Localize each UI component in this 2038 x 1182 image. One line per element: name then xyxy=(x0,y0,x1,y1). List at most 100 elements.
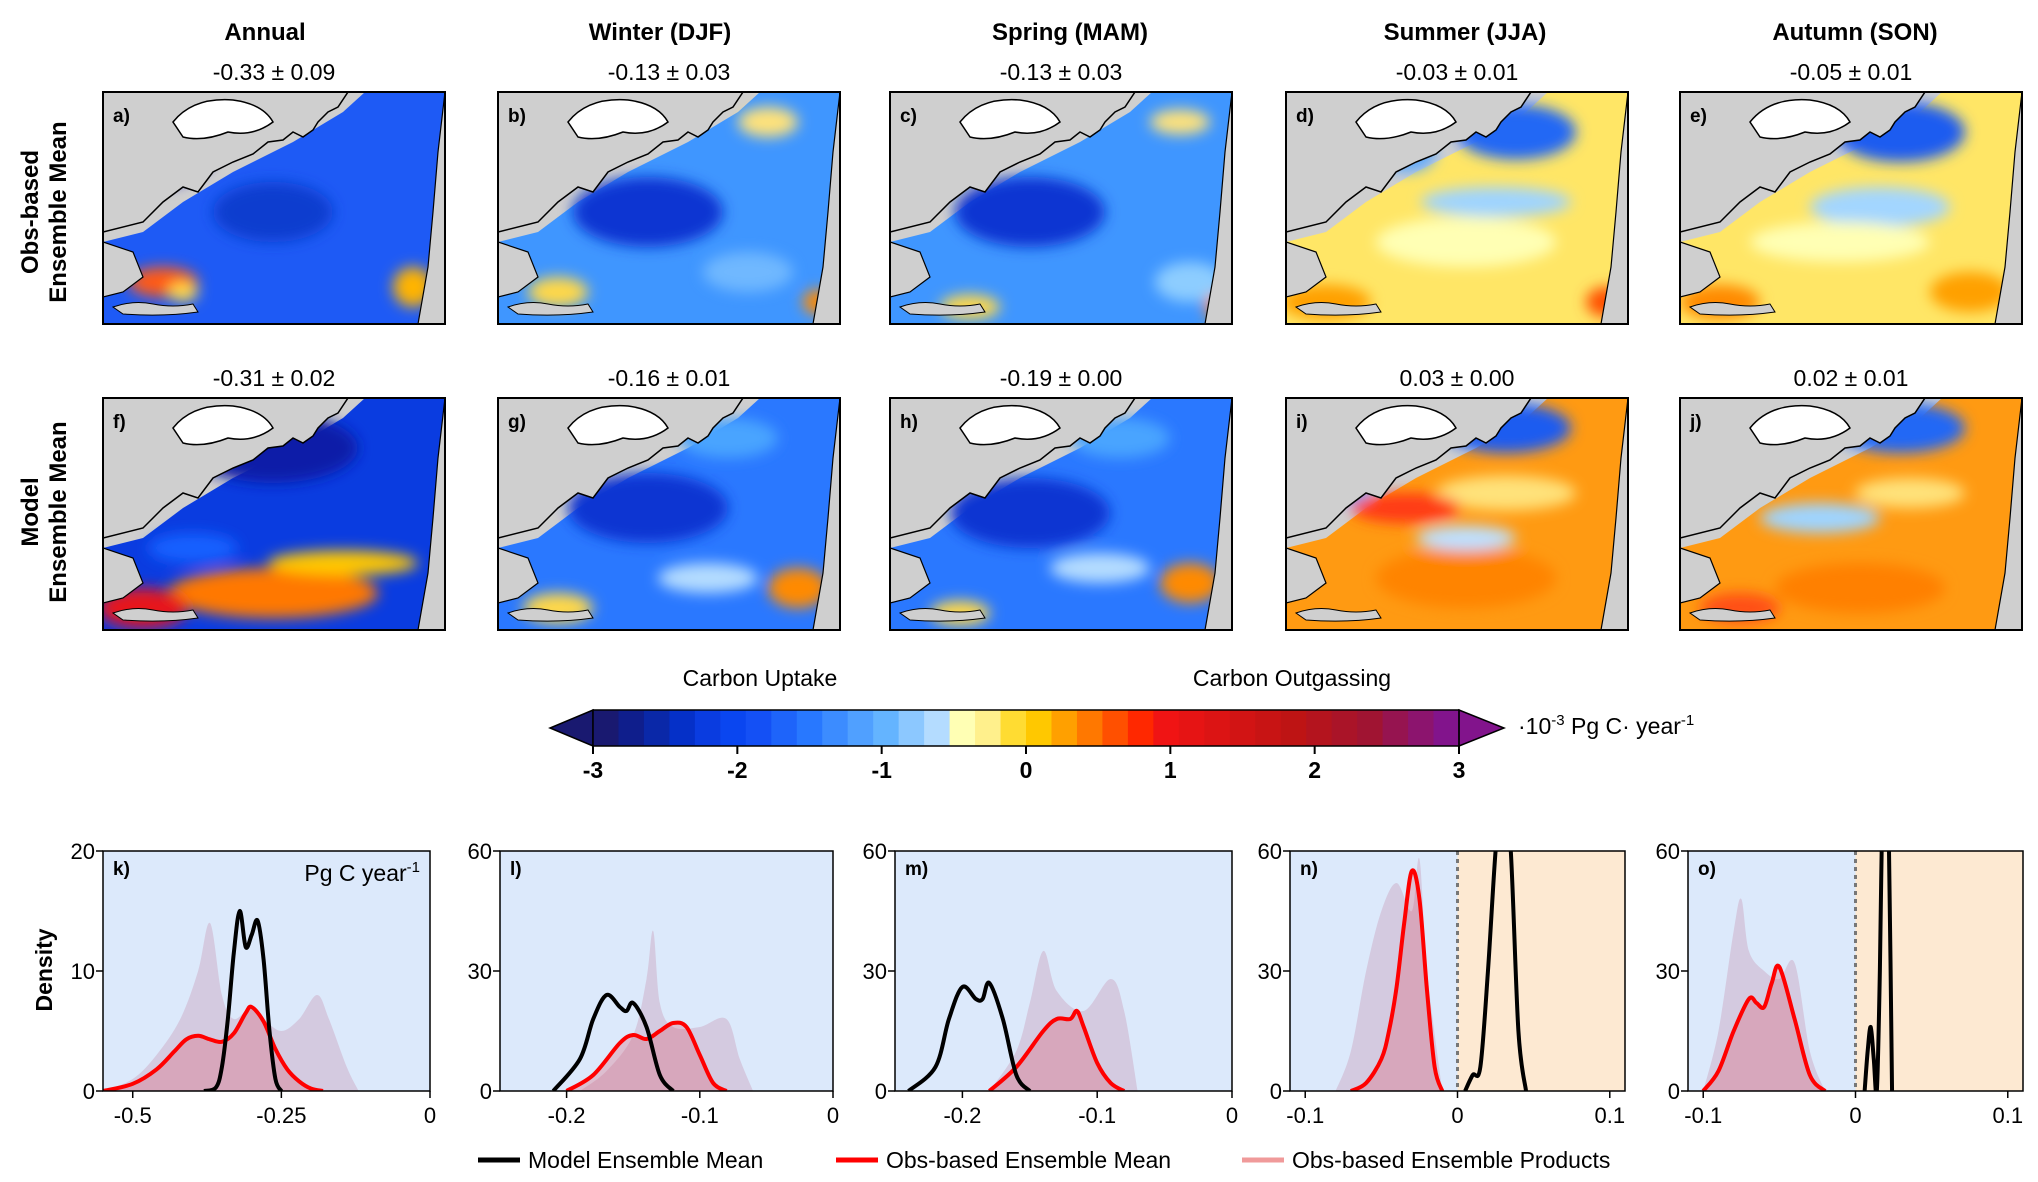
north-america-land xyxy=(890,92,1136,233)
colorbar-segment-8 xyxy=(796,710,823,746)
x-tick-label: -0.1 xyxy=(1684,1103,1722,1128)
colorbar-segment-33 xyxy=(1433,710,1460,746)
panel-stat: 0.02 ± 0.01 xyxy=(1794,365,1909,391)
flux-region-1 xyxy=(168,568,378,618)
colorbar-segment-20 xyxy=(1102,710,1129,746)
obs-mean-line xyxy=(565,1020,728,1091)
colorbar-tick-label-5: 2 xyxy=(1308,757,1321,783)
europe-africa-land xyxy=(417,398,445,630)
north-america-land xyxy=(1286,398,1532,539)
colorbar-ticks: -3 -2 -1 0 1 2 3 xyxy=(583,746,1466,783)
model-mean-line xyxy=(1463,851,1529,1091)
caribbean-islands xyxy=(1688,608,1776,622)
colorbar-segment-15 xyxy=(975,710,1002,746)
colorbar-segment-18 xyxy=(1051,710,1078,746)
map-ocean xyxy=(890,398,1232,630)
y-tick-label: 30 xyxy=(468,959,492,984)
greenland-land xyxy=(1749,98,1851,140)
colorbar-segments xyxy=(548,708,1507,748)
colorbar-segment-4 xyxy=(694,710,721,746)
obs-mean-fill xyxy=(1350,870,1443,1091)
map-frame xyxy=(889,91,1233,325)
colorbar-units: ·10-3 Pg C· year-1 xyxy=(1518,712,1694,739)
colorbar-segment-5 xyxy=(720,710,747,746)
legend-label-obs-products: Obs-based Ensemble Products xyxy=(1292,1147,1610,1173)
map-frame xyxy=(497,91,841,325)
legend: Model Ensemble Mean Obs-based Ensemble M… xyxy=(478,1147,1610,1173)
map-panels: a) -0.33 ± 0.09 b) -0.13 ± 0.03 c) -0.13 ± 0.… xyxy=(102,59,2023,631)
colorbar-segment-26 xyxy=(1255,710,1282,746)
uptake-shading xyxy=(1688,851,1856,1091)
x-tick-label: 0 xyxy=(1226,1103,1238,1128)
uptake-shading xyxy=(1290,851,1458,1091)
colorbar-segment-32 xyxy=(1408,710,1435,746)
colorbar-tick-label-2: -1 xyxy=(871,757,892,783)
x-tick-label: -0.1 xyxy=(1286,1103,1324,1128)
obs-mean-line xyxy=(1701,963,1827,1091)
density-panel-label: n) xyxy=(1300,859,1318,880)
colorbar-segment-12 xyxy=(898,710,925,746)
greenland-land xyxy=(1749,404,1851,446)
panel-label: i) xyxy=(1296,412,1308,433)
flux-region-0 xyxy=(568,473,728,543)
panel-stat: 0.03 ± 0.00 xyxy=(1400,365,1515,391)
map-ocean xyxy=(1680,92,2022,324)
column-title-annual: Annual xyxy=(224,19,305,46)
y-tick-label: 60 xyxy=(468,839,492,864)
caribbean-islands xyxy=(1688,302,1776,316)
colorbar-segment-3 xyxy=(669,710,696,746)
row-label-model-line2: Ensemble Mean xyxy=(45,421,72,602)
colorbar-segment-6 xyxy=(745,710,772,746)
flux-region-1 xyxy=(1436,475,1576,511)
y-tick-label: 60 xyxy=(1258,839,1282,864)
map-ocean xyxy=(890,92,1232,324)
density-panel-0: -0.5 -0.25 0 0 10 20 k) Pg C year-1 xyxy=(71,839,437,1128)
caribbean-islands xyxy=(506,608,594,622)
flux-region-4 xyxy=(148,533,238,563)
map-frame xyxy=(497,397,841,631)
colorbar-label-outgassing: Carbon Outgassing xyxy=(1193,665,1391,691)
map-frame xyxy=(102,397,446,631)
obs-mean-line xyxy=(103,1004,324,1091)
florida-land xyxy=(1286,241,1327,298)
colorbar-label-uptake: Carbon Uptake xyxy=(683,665,838,691)
flux-region-3 xyxy=(1775,563,1945,613)
caribbean-islands xyxy=(1294,608,1382,622)
map-ocean xyxy=(498,92,840,324)
density-panel-1: -0.2 -0.1 0 0 30 60 l) xyxy=(468,839,840,1128)
density-panel-label: k) xyxy=(113,859,130,880)
colorbar-segment-7 xyxy=(771,710,798,746)
panel-stat: -0.13 ± 0.03 xyxy=(608,59,731,85)
column-titles: Annual Winter (DJF) Spring (MAM) Summer … xyxy=(224,19,1937,46)
greenland-land xyxy=(172,404,274,446)
panel-label: f) xyxy=(113,412,126,433)
caribbean-islands xyxy=(111,302,199,316)
colorbar-tick-label-6: 3 xyxy=(1453,757,1466,783)
colorbar: Carbon Uptake Carbon Outgassing -3 -2 -1 0 1… xyxy=(548,665,1694,783)
x-tick-label: 0.1 xyxy=(1992,1103,2023,1128)
florida-land xyxy=(103,241,144,298)
obs-products-density xyxy=(103,922,359,1091)
colorbar-segment-31 xyxy=(1382,710,1409,746)
colorbar-segment-11 xyxy=(873,710,900,746)
florida-land xyxy=(890,241,931,298)
florida-land xyxy=(1680,547,1721,604)
panel-label: d) xyxy=(1296,106,1314,127)
flux-region-2 xyxy=(1376,217,1556,267)
obs-mean-fill xyxy=(989,1010,1125,1091)
y-tick-label: 10 xyxy=(71,959,95,984)
y-tick-label: 30 xyxy=(863,959,887,984)
colorbar-segment-22 xyxy=(1153,710,1180,746)
x-tick-label: -0.1 xyxy=(681,1103,719,1128)
caribbean-islands xyxy=(1294,302,1382,316)
obs-products-density xyxy=(1703,898,1826,1091)
flux-region-2 xyxy=(1760,503,1880,533)
north-america-land xyxy=(498,92,744,233)
florida-land xyxy=(103,547,144,604)
map-frame xyxy=(1285,91,1629,325)
map-panel-3: d) -0.03 ± 0.01 xyxy=(1285,59,1629,325)
colorbar-arrow-left xyxy=(548,708,594,748)
caribbean-islands xyxy=(898,608,986,622)
europe-africa-land xyxy=(1994,398,2022,630)
